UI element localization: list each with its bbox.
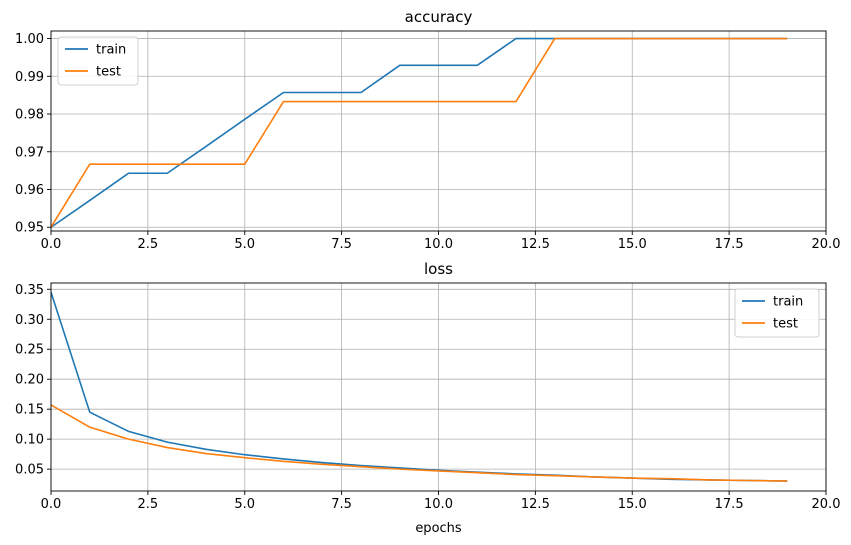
chart-title: loss xyxy=(424,260,453,278)
chart-title: accuracy xyxy=(405,8,473,26)
series-line-train xyxy=(50,37,788,228)
legend-label-train: train xyxy=(96,43,126,58)
y-tick-label: 0.05 xyxy=(15,463,44,478)
x-tick-label: 7.5 xyxy=(331,237,352,252)
y-tick-label: 0.15 xyxy=(15,403,44,418)
y-tick-label: 0.25 xyxy=(15,343,44,358)
y-tick-label: 0.98 xyxy=(15,108,44,123)
y-tick-label: 0.35 xyxy=(15,283,44,298)
x-tick-label: 15.0 xyxy=(618,237,647,252)
x-tick-label: 0.0 xyxy=(41,237,62,252)
x-tick-label: 20.0 xyxy=(812,237,841,252)
legend-label-test: test xyxy=(773,317,798,332)
x-tick-label: 7.5 xyxy=(331,497,352,512)
y-tick-label: 0.95 xyxy=(15,221,44,236)
y-tick-label: 1.00 xyxy=(15,32,44,47)
y-tick-label: 0.30 xyxy=(15,313,44,328)
series-line-train xyxy=(50,292,788,482)
x-tick-label: 5.0 xyxy=(234,497,255,512)
y-tick-label: 0.97 xyxy=(15,145,44,160)
loss-panel: 0.0 2.5 5.0 7.5 10.0 12.5 15.0 17.5 20.0 0.05 0.10… xyxy=(15,260,840,536)
y-tick-label: 0.96 xyxy=(15,183,44,198)
legend: train test xyxy=(734,288,820,338)
x-tick-label: 17.5 xyxy=(715,497,744,512)
x-tick-label: 20.0 xyxy=(812,497,841,512)
y-tick-label: 0.99 xyxy=(15,70,44,85)
x-axis-label: epochs xyxy=(415,521,462,536)
x-tick-label: 2.5 xyxy=(138,497,159,512)
accuracy-panel: 0.0 2.5 5.0 7.5 10.0 12.5 15.0 17.5 20.0 0.95 0.96… xyxy=(15,8,840,252)
x-tick-label: 17.5 xyxy=(715,237,744,252)
legend-label-test: test xyxy=(96,65,121,80)
x-tick-label: 15.0 xyxy=(618,497,647,512)
x-tick-label: 12.5 xyxy=(521,497,550,512)
legend: train test xyxy=(57,36,139,86)
y-tick-label: 0.20 xyxy=(15,373,44,388)
x-tick-label: 10.0 xyxy=(424,237,453,252)
series-line-test xyxy=(50,404,788,482)
x-tick-label: 12.5 xyxy=(521,237,550,252)
y-tick-label: 0.10 xyxy=(15,433,44,448)
x-tick-label: 5.0 xyxy=(234,237,255,252)
x-tick-label: 10.0 xyxy=(424,497,453,512)
legend-label-train: train xyxy=(773,295,803,310)
x-tick-label: 2.5 xyxy=(138,237,159,252)
series-line-test xyxy=(50,37,788,228)
x-tick-label: 0.0 xyxy=(41,497,62,512)
